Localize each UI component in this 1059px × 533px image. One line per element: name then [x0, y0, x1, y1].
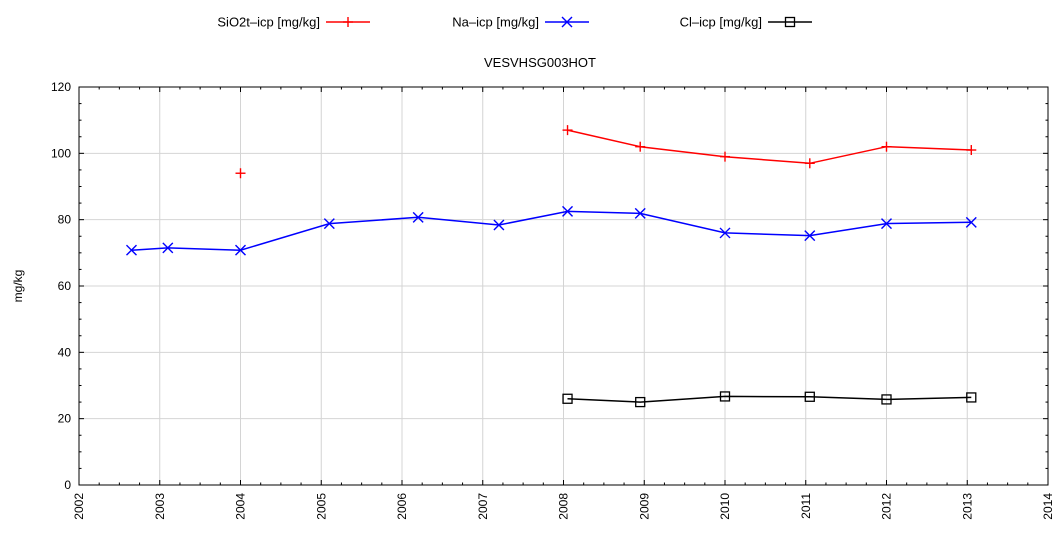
- y-tick-label: 80: [58, 213, 72, 227]
- legend-item: Cl–icp [mg/kg]: [680, 15, 812, 30]
- legend-marker: [343, 17, 353, 27]
- y-tick-label: 0: [64, 478, 71, 492]
- series-0: [235, 125, 977, 179]
- marker-stroke: [965, 216, 977, 228]
- plot-frame: [78, 86, 1049, 486]
- data-point: [635, 396, 646, 408]
- y-tick-label: 60: [58, 279, 72, 293]
- series-line: [567, 395, 972, 403]
- marker-stroke: [561, 16, 573, 28]
- marker-stroke: [493, 219, 505, 231]
- y-tick-label: 100: [51, 146, 71, 160]
- data-point: [412, 211, 424, 223]
- x-tick-label: 2011: [799, 493, 813, 519]
- data-point: [881, 394, 892, 405]
- y-tick-label: 20: [58, 412, 72, 426]
- x-tick-label: 2013: [960, 493, 974, 520]
- legend-label: SiO2t–icp [mg/kg]: [217, 15, 320, 30]
- data-point: [562, 393, 573, 404]
- data-point: [719, 227, 731, 239]
- data-point: [635, 141, 646, 152]
- marker-stroke: [412, 211, 424, 223]
- data-point: [719, 391, 731, 402]
- axes: 2002 2003 2004 2005 2006 2007 2008 2009 2010 2011…: [51, 80, 1055, 520]
- x-tick-label: 2012: [880, 493, 894, 520]
- series-2: [562, 391, 977, 408]
- y-tick-label: 40: [58, 345, 72, 359]
- data-point: [562, 205, 574, 217]
- data-point: [966, 145, 977, 156]
- marker-stroke: [634, 207, 646, 219]
- x-tick-label: 2014: [1041, 493, 1055, 520]
- series-line: [131, 210, 972, 251]
- x-tick-label: 2007: [476, 493, 490, 520]
- data-point: [965, 216, 977, 228]
- x-tick-label: 2005: [314, 493, 328, 520]
- data-point: [493, 219, 505, 231]
- legend-item: SiO2t–icp [mg/kg]: [217, 15, 370, 30]
- marker-stroke: [235, 244, 246, 256]
- marker-stroke: [562, 205, 574, 217]
- data-point: [881, 218, 892, 230]
- data-point: [235, 244, 246, 256]
- marker-stroke: [125, 244, 137, 256]
- data-point: [162, 242, 174, 254]
- legend-label: Na–icp [mg/kg]: [452, 15, 539, 30]
- marker-stroke: [719, 227, 731, 239]
- legend-label: Cl–icp [mg/kg]: [680, 15, 762, 30]
- series-layer: [125, 125, 977, 408]
- series-1: [125, 205, 977, 256]
- data-point: [966, 392, 977, 403]
- legend-marker: [561, 16, 573, 28]
- y-tick-label: 120: [51, 80, 71, 94]
- x-tick-label: 2003: [153, 493, 167, 520]
- data-point: [881, 141, 892, 152]
- x-tick-label: 2010: [718, 493, 732, 520]
- data-point: [804, 230, 816, 242]
- data-point: [804, 158, 815, 169]
- legend-marker: [784, 16, 796, 28]
- data-point: [634, 207, 646, 219]
- x-tick-label: 2002: [72, 493, 86, 520]
- x-tick-label: 2009: [637, 493, 651, 520]
- marker-stroke: [881, 218, 892, 230]
- series-line: [567, 129, 972, 165]
- data-point: [562, 125, 573, 136]
- data-point: [235, 168, 246, 179]
- legend-item: Na–icp [mg/kg]: [452, 15, 589, 30]
- marker-stroke: [804, 230, 816, 242]
- x-tick-label: 2004: [234, 493, 248, 520]
- y-axis-title: mg/kg: [11, 270, 25, 303]
- marker-stroke: [323, 218, 335, 230]
- data-point: [323, 218, 335, 230]
- data-point: [125, 244, 137, 256]
- marker-stroke: [162, 242, 174, 254]
- data-point: [720, 151, 730, 162]
- x-tick-label: 2006: [395, 493, 409, 520]
- legend: SiO2t–icp [mg/kg] Na–icp [mg/kg] Cl–icp [m…: [217, 15, 812, 30]
- chart-title: VESVHSG003HOT: [484, 55, 596, 70]
- x-tick-label: 2008: [557, 493, 571, 520]
- data-point: [804, 391, 815, 402]
- grid: [79, 87, 1048, 485]
